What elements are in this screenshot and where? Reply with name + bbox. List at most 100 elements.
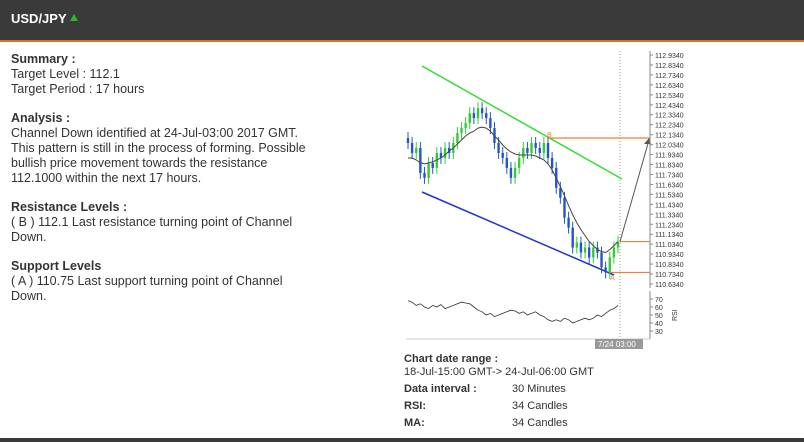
candle-body xyxy=(443,147,447,158)
analysis-line: Channel Down identified at 24-Jul-03:00 … xyxy=(11,126,298,140)
upper-channel-line xyxy=(421,65,623,180)
price-tick-label: 112.7340 xyxy=(655,73,684,80)
candle-body xyxy=(419,147,422,173)
target-period: Target Period : 17 hours xyxy=(11,82,145,96)
moving-average xyxy=(408,126,619,254)
time-label: 7/24 03:00 xyxy=(598,340,636,349)
support-line: Down. xyxy=(11,289,47,303)
channel-lines xyxy=(421,65,623,276)
candle-body xyxy=(587,247,591,258)
price-tick-label: 110.6340 xyxy=(655,282,684,289)
summary-title: Summary : xyxy=(11,52,76,66)
candle-body xyxy=(542,143,546,153)
candle-body xyxy=(476,108,480,119)
chart-range-label: Chart date range : xyxy=(404,353,499,365)
price-tick-label: 112.9340 xyxy=(655,53,684,60)
candle-body xyxy=(563,197,566,218)
candle-body xyxy=(456,133,459,144)
price-tick-label: 112.3340 xyxy=(655,113,684,120)
candle-body xyxy=(431,162,434,168)
candle-body xyxy=(530,143,533,153)
rsi-tick-label: 30 xyxy=(655,329,663,336)
level-lines xyxy=(547,137,651,274)
candle-body xyxy=(480,108,484,114)
candle-body xyxy=(517,157,521,168)
price-chart: 112.9340 112.8340 112.7340 112.6340 112.5340… xyxy=(406,51,684,349)
price-tick-label: 112.6340 xyxy=(655,83,684,90)
price-tick-label: 111.0340 xyxy=(655,242,683,249)
time-label-box xyxy=(595,339,643,349)
detail-value: 34 Candles xyxy=(512,400,568,412)
candle-body xyxy=(604,267,607,273)
chart-range-value: 18-Jul-15:00 GMT-> 24-Jul-06:00 GMT xyxy=(404,366,594,378)
detail-value: 30 Minutes xyxy=(512,383,566,395)
candle-body xyxy=(472,113,476,119)
detail-value: 34 Candles xyxy=(512,417,568,429)
resistance-title: Resistance Levels : xyxy=(11,200,128,214)
support-title: Support Levels xyxy=(11,259,102,273)
analysis-line: bullish price movement towards the resis… xyxy=(11,156,268,170)
candle-body xyxy=(509,167,513,178)
up-triangle-icon xyxy=(69,14,78,21)
price-tick-label: 112.1340 xyxy=(655,133,684,140)
analysis-panel: Summary : Target Level : 112.1 Target Pe… xyxy=(11,52,341,304)
candle-body xyxy=(583,247,587,253)
chart-range: Chart date range : 18-Jul-15:00 GMT-> 24… xyxy=(404,353,594,379)
candle-body xyxy=(612,247,616,258)
candle-body xyxy=(501,152,504,158)
candle-body xyxy=(534,143,537,148)
candle-body xyxy=(406,138,410,144)
candle-body xyxy=(427,162,430,178)
rsi-tick-label: 40 xyxy=(655,321,663,328)
analysis-line: 112.1000 within the next 17 hours. xyxy=(11,171,202,185)
price-tick-label: 111.6340 xyxy=(655,182,683,189)
candle-body xyxy=(415,147,418,153)
candle-body xyxy=(522,147,525,158)
candle-body xyxy=(513,167,517,178)
detail-key: RSI: xyxy=(404,400,426,412)
price-axis: 112.9340 112.8340 112.7340 112.6340 112.5340… xyxy=(649,51,684,289)
price-tick-label: 111.3340 xyxy=(655,212,683,219)
candle-body xyxy=(538,147,541,153)
rsi-tick-label: 70 xyxy=(655,297,663,304)
candle-body xyxy=(608,257,611,273)
candle-body xyxy=(550,157,554,168)
price-tick-label: 112.2340 xyxy=(655,123,684,130)
price-tick-label: 111.5340 xyxy=(655,192,683,199)
candle-body xyxy=(505,157,509,168)
point-a-label: A xyxy=(610,275,615,282)
rsi-tick-label: 50 xyxy=(655,313,663,320)
candle-body xyxy=(468,113,471,124)
price-tick-label: 111.2340 xyxy=(655,222,683,229)
candle-body xyxy=(439,152,443,158)
candle-body xyxy=(526,147,529,153)
forecast-arrow-line xyxy=(619,139,650,242)
resistance-line: Down. xyxy=(11,230,47,244)
price-tick-label: 111.1340 xyxy=(655,232,683,239)
moving-average-line xyxy=(408,126,619,254)
resistance-line: ( B ) 112.1 Last resistance turning poin… xyxy=(11,215,293,229)
rsi-axis-label: RSI xyxy=(672,309,679,321)
candle-body xyxy=(423,172,426,178)
price-tick-label: 111.4340 xyxy=(655,202,683,209)
analysis-title: Analysis : xyxy=(11,111,71,125)
header-bar: USD/JPY xyxy=(0,0,804,40)
candle-body xyxy=(575,242,579,248)
price-tick-label: 110.8340 xyxy=(655,262,684,269)
point-b-label: B xyxy=(547,132,552,139)
detail-key: Data interval : xyxy=(404,383,477,395)
candle-body xyxy=(559,187,562,198)
candle-body xyxy=(616,241,620,248)
candle-body xyxy=(592,247,595,258)
price-tick-label: 112.0340 xyxy=(655,143,684,150)
header-accent-line xyxy=(0,40,804,42)
candle-body xyxy=(410,143,414,153)
forecast-arrowhead-icon xyxy=(644,138,651,145)
price-tick-label: 112.8340 xyxy=(655,63,684,70)
candle-body xyxy=(489,118,492,129)
price-tick-label: 112.5340 xyxy=(655,93,684,100)
pair-label: USD/JPY xyxy=(11,11,67,26)
candle-body xyxy=(567,217,570,228)
candle-body xyxy=(571,227,574,248)
